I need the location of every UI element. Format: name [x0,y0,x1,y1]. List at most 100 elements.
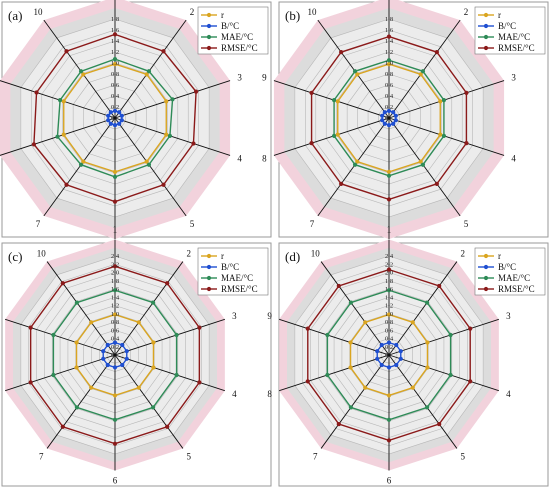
data-point [386,123,392,128]
data-point [375,349,380,354]
data-point [144,159,149,164]
series-rmsec [309,34,469,202]
axis-label: 7 [310,219,315,229]
data-point [151,340,156,345]
data-point [108,121,113,126]
data-point [386,267,392,272]
data-point [28,325,33,330]
data-point [394,342,399,348]
data-point [120,342,125,348]
legend-swatch-marker [483,34,489,40]
axis-label: 8 [267,389,272,399]
axis-label: 4 [511,154,516,164]
series-bc [375,340,403,370]
radial-spoke [273,117,390,156]
radar-panel-d: 00.20.4 0.60.81.01.2 1.41.61.82.0 2.22.4 1 2 3… [267,225,549,487]
legend-label: MAE/°C [498,273,530,283]
panel-label: (c) [8,249,22,264]
data-point [81,72,86,77]
data-point [193,89,199,94]
radial-spoke [114,19,187,119]
axis-label: 9 [267,311,272,321]
axis-label: 4 [232,389,237,399]
legend-label: r [498,10,501,20]
data-point [89,320,94,325]
tick-label: 2.0 [111,270,119,277]
data-point [418,159,423,164]
legend-swatch-marker [206,253,212,259]
data-point [410,320,415,325]
data-point [161,182,166,187]
axis-label: 9 [262,73,267,83]
tick-label: 0 [111,115,114,122]
data-point [61,132,66,137]
legend-swatch-marker [206,275,212,281]
radial-spoke [279,354,390,392]
tick-label: 0.8 [111,319,119,326]
data-point [165,424,170,429]
radar-panel-c: 00.20.4 0.60.81.01.2 1.41.61.82.0 2.22.4 1 2 3… [1,225,272,487]
tick-label: 0 [385,352,388,359]
data-point [448,332,453,338]
data-point [386,58,392,63]
axis-label: 1 [387,225,392,235]
series-maec [325,288,453,422]
data-point [410,385,415,390]
data-point [420,162,426,167]
data-point [112,264,118,269]
series-r [335,62,443,174]
tick-label: 2.4 [385,253,394,260]
axis-label: 10 [37,249,47,259]
data-point [379,362,384,368]
data-point [437,283,442,289]
tick-label: 0 [385,115,388,122]
radial-spoke [114,117,231,156]
legend-label: RMSE/°C [498,284,535,294]
axis-label: 2 [190,7,195,17]
data-point [325,372,330,378]
data-point [124,356,129,361]
data-point [464,141,469,146]
radial-spoke [273,80,390,119]
data-point [81,159,86,164]
radial-spoke [114,117,187,217]
data-point [418,72,423,77]
data-point [348,300,354,305]
panel-label: (d) [285,249,300,264]
data-point [391,110,396,115]
legend-swatch-marker [206,264,212,270]
data-point [112,288,118,293]
tick-label: 1.6 [111,286,120,293]
data-point [386,62,392,67]
tick-label: 2.2 [385,261,393,268]
data-point [112,169,118,174]
data-point [51,372,56,378]
axis-label: 10 [34,7,44,17]
series-bc [380,108,398,128]
series-rmsec [28,264,202,446]
legend-swatch-marker [483,23,489,29]
axis-label: 5 [464,219,469,229]
axis-label: 10 [308,7,318,17]
data-point [437,421,442,427]
data-point [34,90,39,95]
data-point [60,281,65,286]
axis-label: 3 [237,73,242,83]
tick-label: 0.4 [111,336,120,343]
radial-spoke [388,354,458,449]
series-rmsec [305,267,473,443]
data-point [191,141,196,146]
radial-spoke [388,354,499,392]
panel-label: (b) [285,8,300,23]
tick-label: 1.2 [111,303,119,310]
data-point [325,332,330,338]
data-point [336,421,341,427]
tick-label: 1.2 [385,303,393,310]
axis-label: 6 [387,476,392,486]
radial-spoke [5,318,116,356]
data-point [441,133,447,138]
legend-swatch-marker [483,45,489,51]
data-point [355,159,360,164]
